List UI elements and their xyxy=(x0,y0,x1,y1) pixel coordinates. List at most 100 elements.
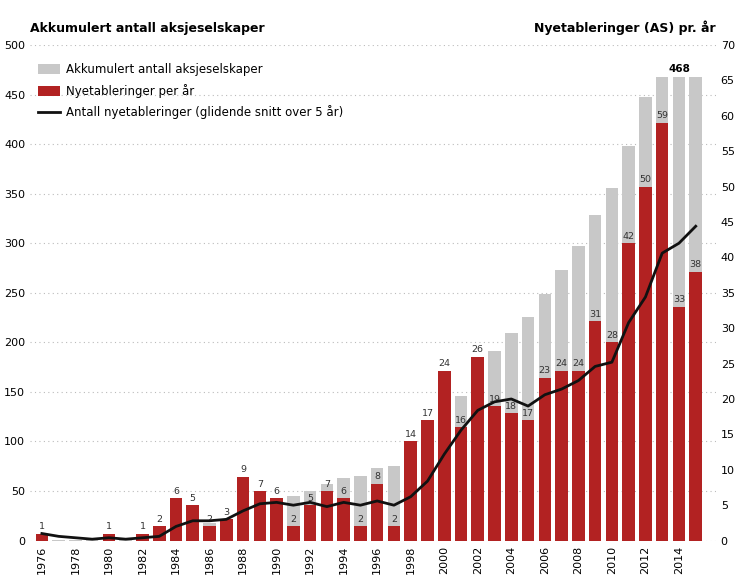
Text: 16: 16 xyxy=(455,416,467,425)
Text: 18: 18 xyxy=(505,402,517,411)
Text: 5: 5 xyxy=(190,494,196,503)
Text: 38: 38 xyxy=(689,260,702,269)
Antall nyetableringer (glidende snitt over 5 år) xyxy=(256,501,265,507)
Bar xyxy=(522,420,534,540)
Text: 3: 3 xyxy=(223,508,229,517)
Line: Antall nyetableringer (glidende snitt over 5 år): Antall nyetableringer (glidende snitt ov… xyxy=(42,226,695,539)
Bar xyxy=(606,342,619,540)
Antall nyetableringer (glidende snitt over 5 år) xyxy=(423,477,432,484)
Antall nyetableringer (glidende snitt over 5 år) xyxy=(557,386,566,392)
Antall nyetableringer (glidende snitt over 5 år) xyxy=(507,395,516,402)
Antall nyetableringer (glidende snitt over 5 år) xyxy=(88,536,97,543)
Text: 6: 6 xyxy=(341,487,347,496)
Bar xyxy=(354,476,367,540)
Bar xyxy=(338,478,350,540)
Bar xyxy=(270,498,283,540)
Bar xyxy=(672,307,685,540)
Bar xyxy=(555,370,568,540)
Bar xyxy=(639,187,652,540)
Bar xyxy=(388,466,401,540)
Bar xyxy=(404,442,417,540)
Antall nyetableringer (glidende snitt over 5 år) xyxy=(339,499,348,506)
Bar xyxy=(622,146,635,540)
Antall nyetableringer (glidende snitt over 5 år) xyxy=(239,507,248,514)
Antall nyetableringer (glidende snitt over 5 år) xyxy=(138,534,147,541)
Antall nyetableringer (glidende snitt over 5 år) xyxy=(574,377,583,384)
Bar xyxy=(371,468,384,540)
Text: 1: 1 xyxy=(140,522,146,531)
Bar xyxy=(539,378,551,540)
Text: Nyetableringer (AS) pr. år: Nyetableringer (AS) pr. år xyxy=(534,20,716,35)
Text: 33: 33 xyxy=(672,295,685,305)
Antall nyetableringer (glidende snitt over 5 år) xyxy=(104,534,113,541)
Antall nyetableringer (glidende snitt over 5 år) xyxy=(691,223,700,229)
Antall nyetableringer (glidende snitt over 5 år) xyxy=(372,498,381,505)
Antall nyetableringer (glidende snitt over 5 år) xyxy=(607,359,616,366)
Bar xyxy=(120,539,132,540)
Antall nyetableringer (glidende snitt over 5 år) xyxy=(624,319,633,326)
Bar xyxy=(321,491,333,540)
Antall nyetableringer (glidende snitt over 5 år) xyxy=(306,499,315,506)
Bar xyxy=(236,511,249,540)
Text: 14: 14 xyxy=(405,430,417,439)
Bar xyxy=(170,529,183,540)
Text: 8: 8 xyxy=(374,472,380,481)
Bar xyxy=(203,527,216,540)
Bar xyxy=(270,498,283,540)
Text: 1: 1 xyxy=(39,522,45,531)
Bar xyxy=(153,536,166,540)
Bar xyxy=(438,412,451,540)
Antall nyetableringer (glidende snitt over 5 år) xyxy=(675,240,684,247)
Bar xyxy=(471,370,484,540)
Bar xyxy=(203,523,216,540)
Antall nyetableringer (glidende snitt over 5 år) xyxy=(474,407,483,414)
Bar xyxy=(488,351,501,540)
Bar xyxy=(555,270,568,540)
Antall nyetableringer (glidende snitt over 5 år) xyxy=(188,517,197,524)
Text: 2: 2 xyxy=(206,515,213,524)
Bar xyxy=(488,406,501,540)
Antall nyetableringer (glidende snitt over 5 år) xyxy=(524,403,533,410)
Bar xyxy=(103,533,115,540)
Text: 50: 50 xyxy=(639,175,652,184)
Bar xyxy=(287,496,299,540)
Bar xyxy=(689,77,702,540)
Bar xyxy=(454,396,467,540)
Bar xyxy=(589,216,602,540)
Legend: Akkumulert antall aksjeselskaper, Nyetableringer per år, Antall nyetableringer (: Akkumulert antall aksjeselskaper, Nyetab… xyxy=(36,61,345,122)
Bar xyxy=(304,491,316,540)
Bar xyxy=(572,370,585,540)
Antall nyetableringer (glidende snitt over 5 år) xyxy=(121,536,130,543)
Antall nyetableringer (glidende snitt over 5 år) xyxy=(658,250,667,257)
Text: 24: 24 xyxy=(556,359,568,368)
Bar xyxy=(170,498,183,540)
Bar xyxy=(421,420,434,540)
Text: 19: 19 xyxy=(488,395,500,403)
Bar xyxy=(471,357,484,540)
Bar xyxy=(421,436,434,540)
Bar xyxy=(35,533,48,540)
Bar xyxy=(505,413,517,540)
Antall nyetableringer (glidende snitt over 5 år) xyxy=(356,502,365,509)
Antall nyetableringer (glidende snitt over 5 år) xyxy=(389,502,398,509)
Text: 2: 2 xyxy=(290,515,296,524)
Bar xyxy=(220,520,233,540)
Bar xyxy=(438,370,451,540)
Bar xyxy=(522,317,534,540)
Bar xyxy=(388,527,401,540)
Antall nyetableringer (glidende snitt over 5 år) xyxy=(38,530,47,537)
Bar xyxy=(253,504,266,540)
Bar xyxy=(656,77,669,540)
Text: 9: 9 xyxy=(240,465,246,475)
Text: 59: 59 xyxy=(656,112,668,120)
Antall nyetableringer (glidende snitt over 5 år) xyxy=(71,534,80,541)
Bar xyxy=(539,294,551,540)
Bar xyxy=(186,525,199,540)
Text: 24: 24 xyxy=(438,359,450,368)
Antall nyetableringer (glidende snitt over 5 år) xyxy=(457,427,466,434)
Text: 23: 23 xyxy=(539,366,551,375)
Antall nyetableringer (glidende snitt over 5 år) xyxy=(590,363,599,370)
Antall nyetableringer (glidende snitt over 5 år) xyxy=(540,391,549,398)
Bar xyxy=(103,539,115,540)
Bar xyxy=(639,97,652,540)
